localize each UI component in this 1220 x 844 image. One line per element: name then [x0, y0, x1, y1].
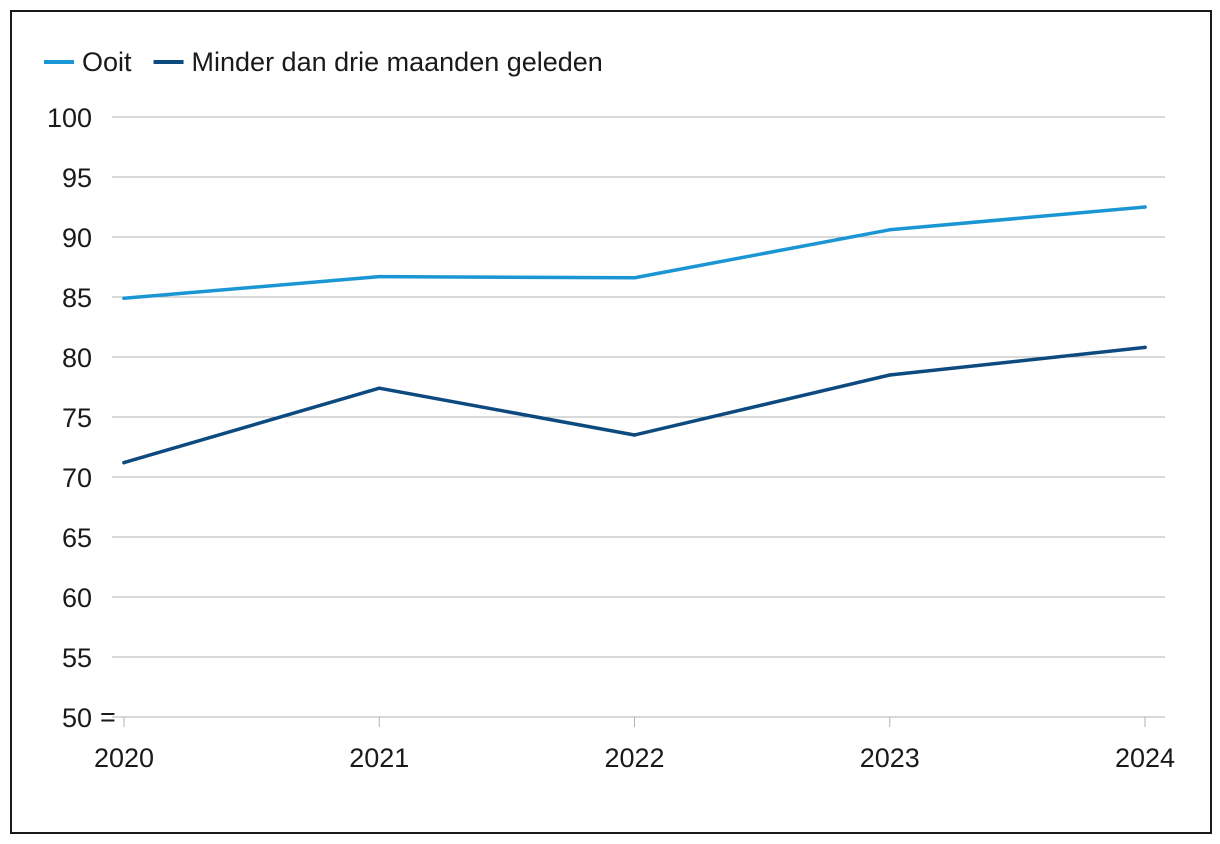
data-point [1143, 205, 1147, 209]
y-tick-label: 60 [62, 583, 92, 613]
y-tick-label: 70 [62, 463, 92, 493]
data-point [888, 373, 892, 377]
data-point [888, 228, 892, 232]
data-point [122, 296, 126, 300]
x-tick-label: 2022 [604, 743, 664, 773]
series-line-2 [122, 345, 1147, 465]
data-point [1143, 345, 1147, 350]
legend: Ooit Minder dan drie maanden geleden [44, 47, 603, 77]
data-point [632, 433, 637, 437]
x-axis: = 2020 2021 2022 2023 2024 [94, 702, 1175, 773]
data-point [377, 386, 381, 390]
y-tick-label: 100 [47, 103, 92, 133]
y-axis-ticks: 50 55 60 65 70 75 80 85 90 95 100 [47, 103, 92, 733]
y-tick-label: 85 [62, 283, 92, 313]
x-tick-label: 2021 [349, 743, 409, 773]
chart-frame: 50 55 60 65 70 75 80 85 90 95 100 = 2020 2021 2022 202… [10, 10, 1212, 834]
x-tick-label: 2020 [94, 743, 154, 773]
data-point [122, 460, 126, 465]
data-point [377, 274, 381, 279]
y-tick-label: 95 [62, 163, 92, 193]
line-chart: 50 55 60 65 70 75 80 85 90 95 100 = 2020 2021 2022 202… [44, 47, 1175, 773]
x-tick-label: 2024 [1115, 743, 1175, 773]
y-tick-label: 55 [62, 643, 92, 673]
y-tick-label: 65 [62, 523, 92, 553]
y-tick-label: 80 [62, 343, 92, 373]
y-tick-label: 50 [62, 703, 92, 733]
legend-label-1: Ooit [82, 47, 132, 77]
y-tick-label: 90 [62, 223, 92, 253]
axis-break-symbol: = [100, 702, 116, 732]
data-point [632, 276, 637, 280]
series-lines [122, 205, 1147, 465]
series-line-1 [122, 205, 1147, 300]
y-tick-label: 75 [62, 403, 92, 433]
x-tick-label: 2023 [860, 743, 920, 773]
legend-label-2: Minder dan drie maanden geleden [192, 47, 603, 77]
gridlines [112, 116, 1165, 658]
